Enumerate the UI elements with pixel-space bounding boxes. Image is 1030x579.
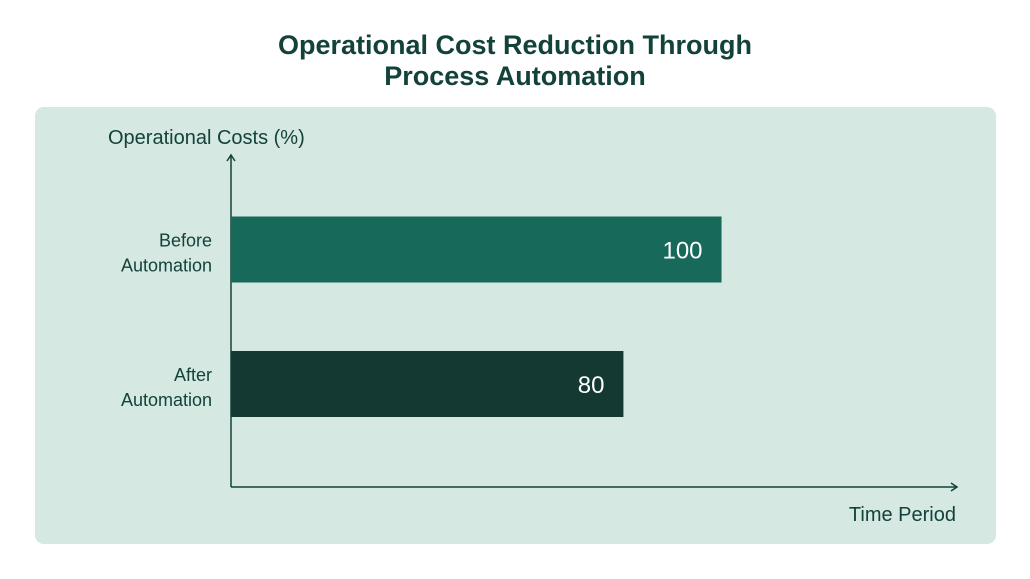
chart-title: Operational Cost Reduction Through Proce… [0,30,1030,92]
bar-2 [231,351,624,417]
chart-title-line-1: Operational Cost Reduction Through [278,30,752,60]
chart-panel [35,107,996,544]
bar-value-label-2: 80 [578,372,605,399]
x-axis-arrow [950,482,959,492]
bar-1 [231,216,722,283]
category-label-2-line-2: Automation [121,390,212,410]
category-label-1-line-1: Before [159,231,212,251]
chart-title-line-2: Process Automation [384,61,646,91]
category-label-1-line-2: Automation [121,256,212,276]
category-label-2-line-1: After [174,365,212,385]
y-axis-label: Operational Costs (%) [108,127,305,149]
bar-value-label-1: 100 [662,238,702,265]
y-axis-arrow [226,153,236,162]
x-axis-label: Time Period [849,504,956,526]
